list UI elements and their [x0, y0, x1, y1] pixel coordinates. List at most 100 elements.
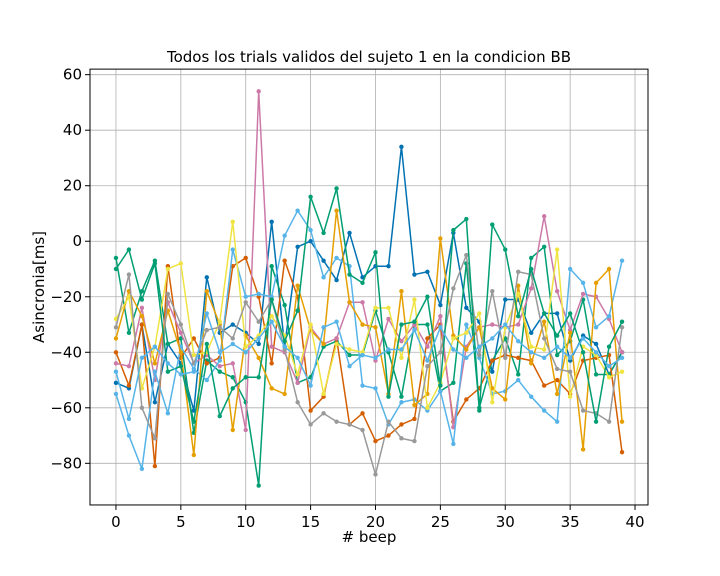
y-tick-label: −60	[50, 399, 82, 417]
data-point	[425, 322, 430, 327]
data-point	[152, 369, 158, 374]
data-point	[113, 336, 119, 341]
data-point	[308, 383, 313, 388]
data-point	[593, 419, 599, 424]
y-axis-label: Asincronia[ms]	[30, 231, 48, 343]
data-point	[516, 322, 521, 327]
data-point	[295, 400, 300, 405]
data-point	[269, 264, 274, 269]
data-point	[451, 380, 456, 386]
data-point	[554, 366, 560, 372]
data-point	[360, 322, 365, 327]
data-point	[477, 352, 482, 358]
data-point	[126, 416, 132, 422]
data-point	[490, 289, 495, 294]
data-point	[204, 377, 209, 383]
data-point	[308, 322, 313, 327]
data-point	[399, 338, 404, 344]
data-point	[360, 352, 365, 358]
y-tick-label: −20	[50, 288, 82, 306]
data-point	[256, 291, 261, 297]
data-point	[529, 330, 534, 336]
data-point	[606, 313, 612, 319]
data-point	[139, 466, 145, 472]
data-point	[321, 258, 326, 263]
data-point	[554, 352, 560, 358]
data-point	[230, 247, 235, 252]
data-point	[360, 411, 365, 416]
data-point	[191, 419, 197, 424]
data-point	[490, 222, 495, 227]
data-point	[580, 447, 586, 452]
data-point	[490, 400, 495, 405]
data-point	[412, 438, 417, 444]
data-point	[334, 186, 339, 191]
data-point	[580, 291, 586, 297]
data-point	[308, 227, 313, 233]
data-point	[399, 422, 404, 427]
data-point	[516, 377, 521, 383]
data-point	[165, 266, 171, 272]
data-point	[503, 297, 508, 302]
data-point	[412, 272, 417, 277]
data-point	[113, 380, 119, 386]
data-point	[541, 355, 547, 361]
data-point	[567, 369, 573, 374]
data-point	[347, 300, 352, 305]
series-line	[115, 221, 623, 409]
data-point	[373, 438, 378, 444]
data-point	[529, 344, 534, 349]
data-point	[438, 302, 443, 308]
x-tick-label: 20	[366, 513, 385, 531]
data-point	[321, 411, 326, 416]
data-point	[464, 347, 469, 352]
data-point	[347, 272, 352, 277]
data-point	[152, 344, 158, 349]
data-point	[412, 327, 417, 333]
data-point	[243, 375, 248, 380]
data-point	[282, 391, 287, 397]
series-10	[113, 311, 625, 422]
data-point	[464, 216, 469, 222]
data-point	[580, 408, 586, 413]
data-point	[516, 355, 521, 361]
data-point	[516, 372, 521, 377]
data-point	[529, 266, 534, 272]
data-point	[204, 327, 209, 333]
data-point	[386, 394, 391, 399]
data-point	[464, 322, 469, 327]
data-point	[580, 336, 586, 341]
data-point	[554, 344, 560, 349]
y-tick-label: −40	[50, 343, 82, 361]
data-point	[269, 386, 274, 391]
data-point	[139, 355, 145, 361]
data-point	[619, 355, 625, 361]
data-point	[541, 244, 547, 249]
data-point	[295, 283, 300, 288]
data-point	[282, 258, 287, 263]
data-point	[360, 280, 365, 286]
data-point	[399, 347, 404, 352]
data-point	[334, 277, 339, 283]
data-point	[399, 289, 404, 294]
data-point	[606, 419, 612, 424]
data-point	[347, 347, 352, 352]
data-point	[529, 350, 534, 355]
data-point	[541, 319, 547, 324]
y-tick-label: −80	[50, 454, 82, 472]
data-point	[269, 297, 274, 302]
data-point	[593, 341, 599, 347]
data-point	[269, 219, 274, 225]
data-point	[243, 294, 248, 299]
data-point	[230, 336, 235, 341]
data-point	[113, 255, 119, 261]
data-point	[593, 280, 599, 286]
data-point	[464, 397, 469, 402]
data-point	[425, 269, 430, 274]
data-point	[230, 427, 235, 433]
data-point	[399, 400, 404, 405]
data-point	[295, 208, 300, 213]
data-point	[529, 286, 534, 291]
series-line	[115, 209, 623, 456]
y-tick-label: 0	[72, 232, 82, 250]
